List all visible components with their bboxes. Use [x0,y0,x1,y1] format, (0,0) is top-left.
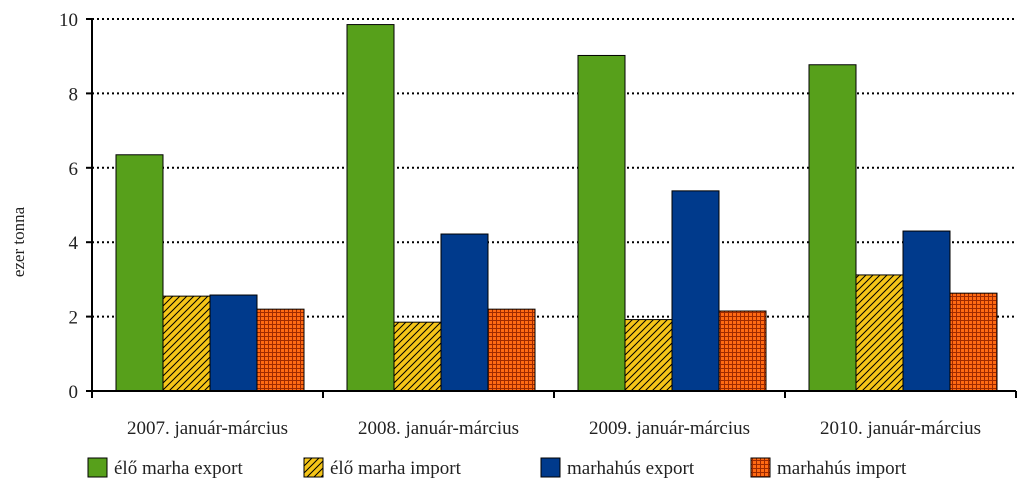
legend-label: élő marha export [114,458,243,479]
legend-label: marhahús import [777,458,907,479]
legend-swatch [87,457,108,478]
y-tick-label: 4 [69,233,79,254]
x-tick-label: 2007. január-március [127,418,288,439]
y-tick-label: 10 [59,10,78,31]
bar-4-4 [949,292,998,392]
bar-2-3 [624,319,673,392]
bar-2-2 [393,321,442,392]
legend-label: marhahús export [567,458,695,479]
tick-labels: 0 2 4 6 8 10 2007. január-március 2008. január-… [59,10,981,439]
legend-label: élő marha import [330,458,462,479]
gridlines [92,18,1016,318]
legend: élő marha export élő marha import marhahús… [87,457,907,479]
bar-2-1 [162,295,211,392]
y-tick-label: 8 [69,84,79,105]
axes [86,18,1017,398]
bar-3-3 [671,190,720,392]
y-tick-label: 2 [69,308,79,329]
bar-1-4 [808,64,857,392]
x-tick-label: 2010. január-március [820,418,981,439]
legend-swatch [540,457,561,478]
bar-3-4 [902,230,951,392]
bar-4-3 [718,310,767,392]
bars [115,24,998,392]
bar-3-2 [440,233,489,392]
bar-1-3 [577,54,626,392]
bar-4-1 [256,308,305,392]
y-tick-label: 6 [69,159,79,180]
x-tick-label: 2009. január-március [589,418,750,439]
y-tick-label: 0 [69,382,79,403]
bar-1-2 [346,24,395,392]
bar-2-4 [855,274,904,392]
bar-1-1 [115,154,164,392]
legend-swatch [303,457,324,478]
bar-3-1 [209,294,258,392]
y-axis-label: ezer tonna [9,206,28,277]
bar-4-2 [487,308,536,392]
legend-swatch [750,457,771,478]
x-tick-label: 2008. január-március [358,418,519,439]
